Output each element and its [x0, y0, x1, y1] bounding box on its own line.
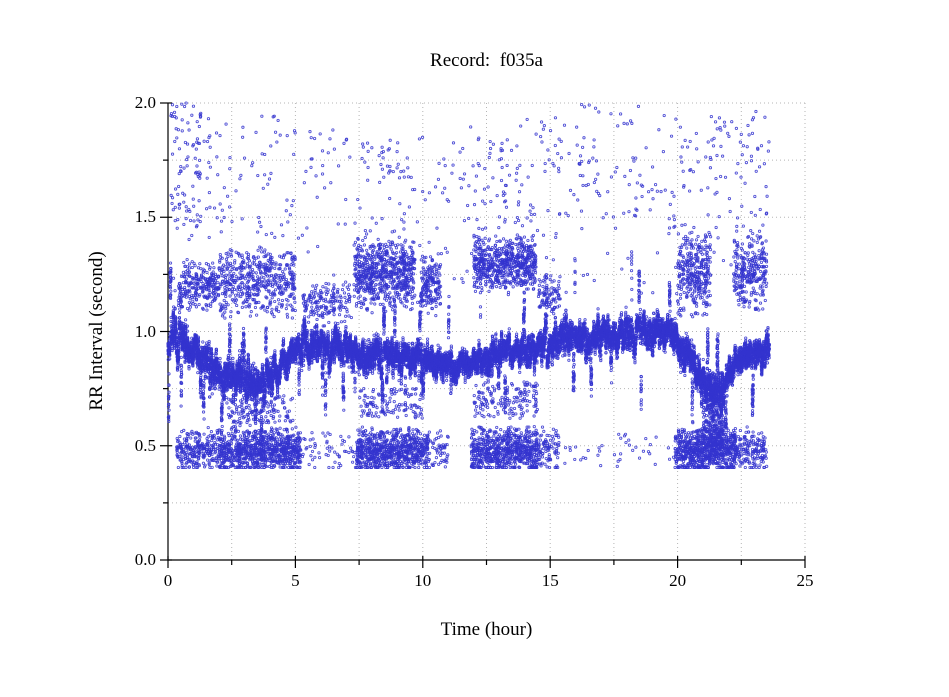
- x-tick-label: 20: [669, 571, 687, 590]
- x-axis-label: Time (hour): [440, 619, 533, 640]
- y-tick-label: 2.0: [134, 93, 156, 112]
- x-tick-label: 15: [541, 571, 559, 590]
- y-tick-label: 0.5: [134, 435, 156, 455]
- y-tick-label: 1.5: [134, 207, 156, 227]
- x-tick-label: 0: [163, 571, 173, 590]
- x-tick-label: 5: [291, 571, 300, 590]
- chart-title: Record: f035a: [430, 50, 543, 71]
- y-tick-label: 0.0: [134, 550, 156, 569]
- y-tick-label: 1.0: [134, 321, 156, 341]
- x-tick-label: 10: [414, 571, 432, 590]
- x-tick-label: 25: [796, 571, 814, 590]
